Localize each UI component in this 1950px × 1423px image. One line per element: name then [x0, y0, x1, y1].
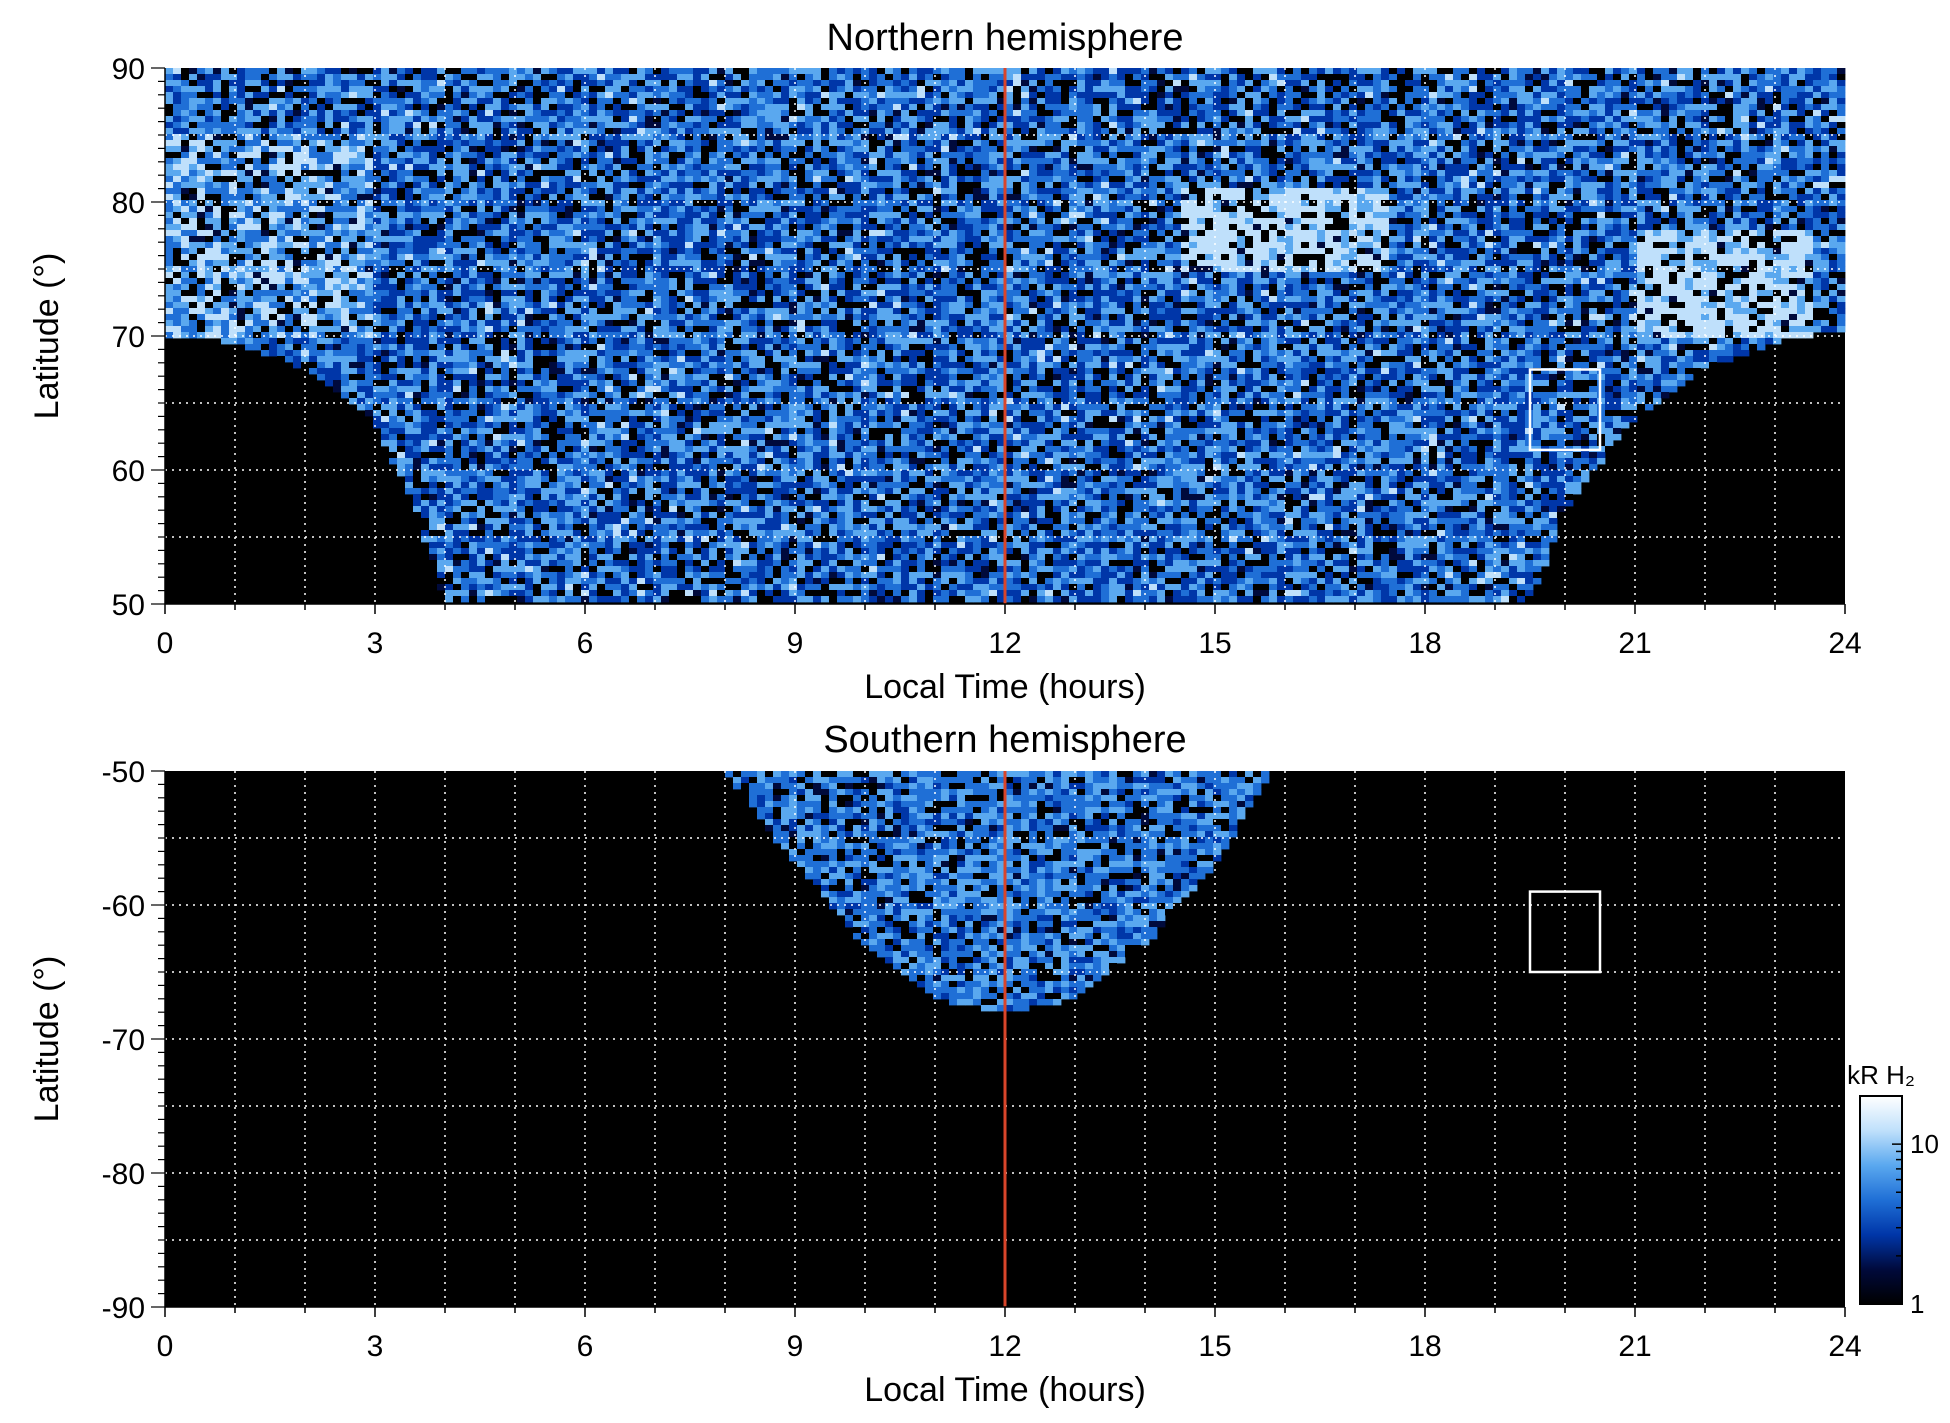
- x-tick-label: 0: [157, 627, 174, 660]
- colorbar-tick-label: 10: [1910, 1129, 1939, 1159]
- x-tick-label: 18: [1408, 1330, 1441, 1363]
- x-tick-label: 15: [1198, 1330, 1231, 1363]
- southern-hemisphere-panel: 0 3 6 9 12 15 18 21 24 -50 -60 -70 -80 -90 Southern he…: [28, 719, 1862, 1409]
- y-tick-label: -60: [102, 890, 145, 923]
- x-tick-label: 12: [988, 1330, 1021, 1363]
- y-tick-label: 70: [112, 321, 145, 354]
- x-tick-label: 3: [367, 627, 384, 660]
- y-tick-label: 60: [112, 455, 145, 488]
- y-axis-label: Latitude (°): [28, 253, 66, 420]
- x-tick-label: 9: [787, 627, 804, 660]
- y-axis-label: Latitude (°): [28, 956, 66, 1123]
- y-tick-label: 80: [112, 187, 145, 220]
- y-tick-label: -90: [102, 1292, 145, 1325]
- y-tick-label: 50: [112, 589, 145, 622]
- colorbar-gradient: [1860, 1096, 1902, 1304]
- colorbar-tick-label: 1: [1910, 1289, 1924, 1319]
- x-tick-label: 9: [787, 1330, 804, 1363]
- y-tick-label: -80: [102, 1158, 145, 1191]
- x-axis-label: Local Time (hours): [864, 1371, 1146, 1409]
- x-tick-label: 21: [1618, 1330, 1651, 1363]
- x-tick-label: 24: [1828, 1330, 1861, 1363]
- x-tick-label: 24: [1828, 627, 1861, 660]
- x-tick-label: 15: [1198, 627, 1231, 660]
- x-tick-label: 6: [577, 1330, 594, 1363]
- x-tick-label: 21: [1618, 627, 1651, 660]
- colorbar: 1 10 kR H₂: [1847, 1060, 1939, 1319]
- x-tick-label: 0: [157, 1330, 174, 1363]
- x-axis-label: Local Time (hours): [864, 668, 1146, 706]
- x-tick-label: 3: [367, 1330, 384, 1363]
- y-tick-label: 90: [112, 53, 145, 86]
- y-tick-label: -70: [102, 1024, 145, 1057]
- colorbar-label: kR H₂: [1847, 1060, 1915, 1090]
- chart-title: Northern hemisphere: [827, 17, 1184, 59]
- x-tick-label: 6: [577, 627, 594, 660]
- chart-title: Southern hemisphere: [823, 719, 1186, 761]
- northern-hemisphere-panel: 0 3 6 9 12 15 18 21 24 50 60 70 80 90 Northern hemisph…: [28, 17, 1862, 706]
- x-tick-label: 18: [1408, 627, 1441, 660]
- x-tick-label: 12: [988, 627, 1021, 660]
- y-tick-label: -50: [102, 756, 145, 789]
